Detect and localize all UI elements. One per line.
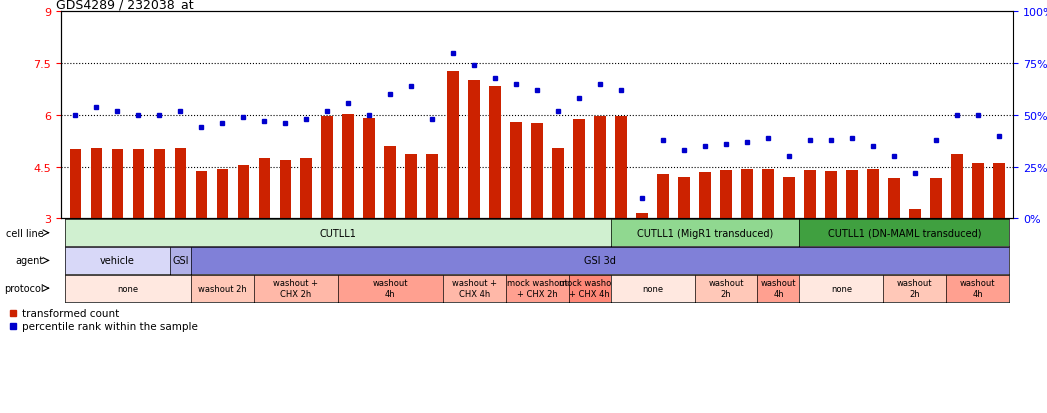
Bar — [70, 150, 82, 219]
Bar — [426, 154, 438, 219]
Bar — [595, 116, 606, 219]
Bar — [553, 148, 564, 219]
Bar — [846, 171, 857, 219]
Bar — [321, 116, 333, 219]
Text: washout
4h: washout 4h — [960, 279, 996, 298]
Bar — [238, 166, 249, 219]
Text: washout
2h: washout 2h — [897, 279, 933, 298]
Text: transformed count: transformed count — [22, 308, 119, 318]
Bar — [531, 123, 543, 219]
Bar — [259, 159, 270, 219]
Bar — [951, 154, 962, 219]
Text: mock washout
+ CHX 2h: mock washout + CHX 2h — [507, 279, 567, 298]
Text: washout 2h: washout 2h — [198, 284, 247, 293]
Text: none: none — [117, 284, 138, 293]
Bar — [658, 174, 669, 219]
Text: CUTLL1: CUTLL1 — [319, 228, 356, 238]
Bar — [154, 150, 165, 219]
Text: CUTLL1 (DN-MAML transduced): CUTLL1 (DN-MAML transduced) — [827, 228, 981, 238]
Text: none: none — [831, 284, 852, 293]
Text: GSI 3d: GSI 3d — [584, 256, 616, 266]
Bar — [447, 71, 459, 219]
Text: agent: agent — [16, 256, 44, 266]
Bar — [783, 178, 795, 219]
Bar — [489, 86, 500, 219]
Bar — [699, 173, 711, 219]
Text: percentile rank within the sample: percentile rank within the sample — [22, 321, 198, 331]
Text: washout +
CHX 4h: washout + CHX 4h — [451, 279, 496, 298]
Bar — [678, 178, 690, 219]
Bar — [342, 115, 354, 219]
Text: vehicle: vehicle — [99, 256, 135, 266]
Bar — [196, 171, 207, 219]
Bar — [91, 148, 103, 219]
Bar — [867, 170, 878, 219]
Text: cell line: cell line — [6, 228, 44, 238]
Bar — [574, 120, 585, 219]
Text: CUTLL1 (MigR1 transduced): CUTLL1 (MigR1 transduced) — [637, 228, 773, 238]
Bar — [616, 116, 627, 219]
Bar — [720, 171, 732, 219]
Bar — [909, 209, 920, 219]
Bar — [637, 214, 648, 219]
Bar — [804, 171, 816, 219]
Text: washout
4h: washout 4h — [761, 279, 796, 298]
Bar — [280, 161, 291, 219]
Bar — [300, 159, 312, 219]
Bar — [510, 123, 521, 219]
Bar — [217, 169, 228, 219]
Bar — [384, 147, 396, 219]
Text: protocol: protocol — [4, 283, 44, 294]
Text: GDS4289 / 232038_at: GDS4289 / 232038_at — [55, 0, 194, 11]
Bar — [363, 119, 375, 219]
Bar — [741, 170, 753, 219]
Text: washout
4h: washout 4h — [373, 279, 408, 298]
Text: GSI: GSI — [172, 256, 188, 266]
Bar — [825, 171, 837, 219]
Bar — [930, 178, 941, 219]
Bar — [405, 154, 417, 219]
Text: none: none — [642, 284, 663, 293]
Bar — [762, 170, 774, 219]
Text: washout +
CHX 2h: washout + CHX 2h — [273, 279, 318, 298]
Bar — [175, 148, 186, 219]
Text: mock washout
+ CHX 4h: mock washout + CHX 4h — [559, 279, 620, 298]
Bar — [888, 178, 899, 219]
Bar — [112, 150, 124, 219]
Bar — [133, 150, 144, 219]
Bar — [468, 81, 480, 219]
Bar — [972, 164, 983, 219]
Bar — [993, 164, 1004, 219]
Text: washout
2h: washout 2h — [708, 279, 743, 298]
